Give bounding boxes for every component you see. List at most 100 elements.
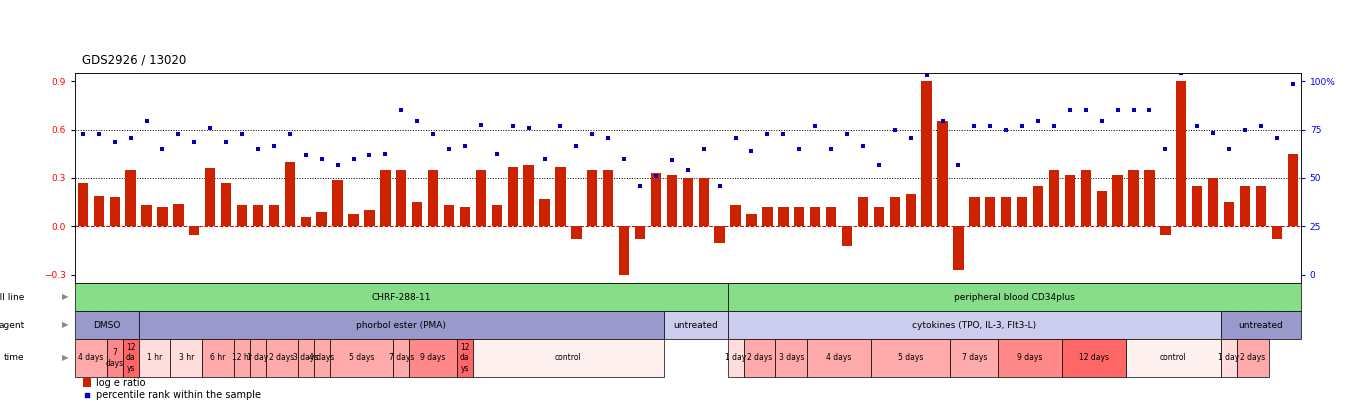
Text: ▶: ▶ — [61, 354, 68, 362]
Point — [1043, 123, 1065, 130]
Point — [836, 131, 858, 138]
Bar — [1287, 154, 1298, 226]
Bar — [75, 311, 139, 339]
Bar — [492, 205, 503, 226]
Bar — [539, 199, 550, 226]
Text: control: control — [556, 354, 582, 362]
Bar — [83, 378, 91, 387]
Point — [120, 134, 142, 141]
Text: percentile rank within the sample: percentile rank within the sample — [95, 390, 262, 400]
Bar — [428, 170, 439, 226]
Point — [772, 131, 794, 138]
Text: 12
da
ys: 12 da ys — [125, 343, 135, 373]
Text: ▶: ▶ — [61, 292, 68, 301]
Bar — [380, 170, 391, 226]
Bar — [1080, 170, 1091, 226]
Bar — [364, 210, 375, 226]
Bar — [173, 204, 184, 226]
Text: 9 days: 9 days — [421, 354, 445, 362]
Text: 4 days: 4 days — [78, 354, 104, 362]
Bar — [313, 339, 330, 377]
Point — [613, 156, 635, 162]
Bar — [234, 339, 251, 377]
Bar — [1144, 170, 1155, 226]
Bar — [75, 339, 106, 377]
Point — [247, 146, 268, 152]
Bar — [251, 339, 266, 377]
Bar — [78, 183, 89, 226]
Bar — [1065, 175, 1075, 226]
Point — [470, 122, 492, 128]
Point — [868, 162, 889, 168]
Point — [884, 126, 906, 133]
Bar — [1128, 170, 1139, 226]
Bar — [75, 283, 727, 311]
Text: 7
days: 7 days — [106, 348, 124, 368]
Text: 9 days: 9 days — [1017, 354, 1043, 362]
Point — [1091, 118, 1113, 125]
Point — [1027, 118, 1049, 125]
Point — [375, 151, 396, 157]
Point — [501, 123, 523, 130]
Point — [1282, 81, 1303, 87]
Text: untreated: untreated — [673, 320, 718, 330]
Bar — [349, 213, 358, 226]
Bar — [1096, 191, 1107, 226]
Text: log e ratio: log e ratio — [95, 378, 146, 388]
Text: 1 day: 1 day — [1219, 354, 1239, 362]
Bar — [715, 226, 725, 243]
Point — [853, 143, 874, 149]
Bar — [808, 339, 870, 377]
Point — [72, 131, 94, 138]
Point — [1170, 70, 1192, 76]
Point — [1203, 130, 1224, 136]
Bar — [1017, 197, 1027, 226]
Text: cytokines (TPO, IL-3, Flt3-L): cytokines (TPO, IL-3, Flt3-L) — [913, 320, 1036, 330]
Text: 2 days: 2 days — [746, 354, 772, 362]
Bar — [1125, 339, 1222, 377]
Point — [168, 131, 189, 138]
Point — [1186, 123, 1208, 130]
Bar — [139, 339, 170, 377]
Text: 5 days: 5 days — [898, 354, 923, 362]
Point — [1107, 107, 1129, 113]
Point — [1075, 107, 1096, 113]
Bar — [142, 205, 151, 226]
Bar — [109, 197, 120, 226]
Bar — [298, 339, 313, 377]
Bar — [123, 339, 139, 377]
Text: DMSO: DMSO — [93, 320, 120, 330]
Bar — [157, 207, 168, 226]
Point — [89, 131, 110, 138]
Bar — [1001, 197, 1012, 226]
Bar — [508, 167, 518, 226]
Bar — [1062, 339, 1125, 377]
Point — [199, 125, 221, 131]
Point — [439, 146, 460, 152]
Bar — [1177, 81, 1186, 226]
Bar — [206, 168, 215, 226]
Bar — [746, 213, 757, 226]
Point — [454, 143, 475, 149]
Text: phorbol ester (PMA): phorbol ester (PMA) — [357, 320, 447, 330]
Bar — [460, 207, 470, 226]
Text: 1 day: 1 day — [725, 354, 746, 362]
Bar — [730, 205, 741, 226]
Bar — [473, 339, 663, 377]
Bar — [858, 197, 868, 226]
Point — [549, 123, 571, 130]
Bar — [682, 178, 693, 226]
Point — [598, 134, 620, 141]
Point — [789, 146, 810, 152]
Text: ▶: ▶ — [61, 320, 68, 330]
Bar — [618, 226, 629, 275]
Bar — [396, 170, 406, 226]
Point — [311, 156, 332, 162]
Bar — [1222, 339, 1237, 377]
Point — [693, 146, 715, 152]
Bar — [411, 202, 422, 226]
Text: 12
da
ys: 12 da ys — [460, 343, 470, 373]
Point — [629, 183, 651, 189]
Point — [406, 118, 428, 125]
Bar — [922, 81, 932, 226]
